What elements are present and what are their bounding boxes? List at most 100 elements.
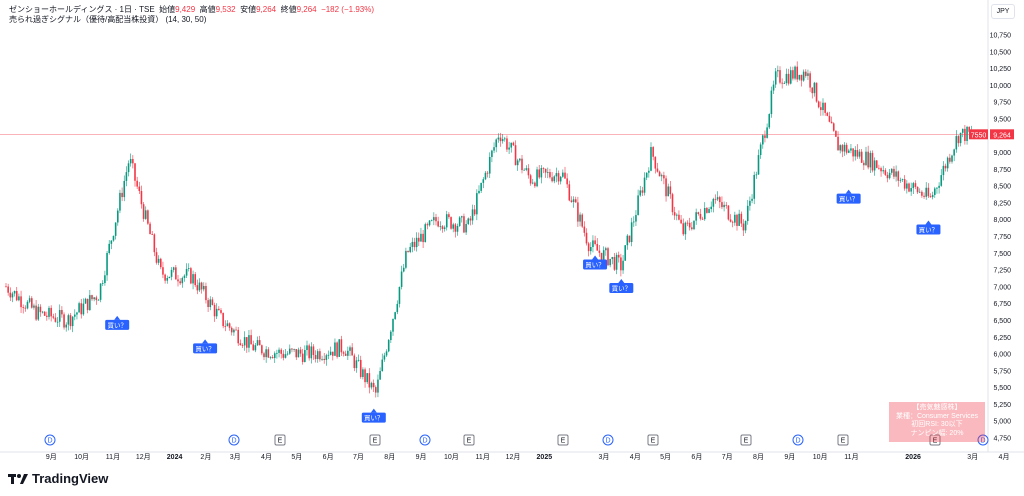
price-tick-label: 10,500 <box>990 49 1012 56</box>
price-tick-label: 5,250 <box>993 402 1011 409</box>
price-tick-label: 8,750 <box>993 167 1011 174</box>
earnings-marker-label: E <box>373 438 378 445</box>
candle-body <box>766 127 768 138</box>
candle-body <box>484 172 487 180</box>
buy-signal-badge[interactable] <box>193 343 218 354</box>
candle-body <box>179 281 181 284</box>
candle-body <box>525 168 528 170</box>
candle-body <box>787 73 790 84</box>
candle-body <box>542 168 545 169</box>
candle-body <box>667 186 669 197</box>
candle-body <box>370 382 373 388</box>
buy-signal-badge[interactable] <box>105 319 130 330</box>
candle-body <box>781 82 783 84</box>
currency-button[interactable]: JPY <box>991 4 1015 19</box>
candle-body <box>964 128 966 141</box>
buy-signal-arrow <box>592 255 599 260</box>
candle-body <box>241 345 244 346</box>
candle-body <box>170 269 173 277</box>
candle-body <box>658 171 661 177</box>
candle-body <box>628 235 631 243</box>
candle-body <box>15 291 18 301</box>
earnings-marker[interactable] <box>837 434 849 446</box>
candle-body <box>592 240 594 248</box>
candle-body <box>951 155 953 162</box>
dividend-marker[interactable] <box>792 434 804 446</box>
candle-body <box>478 190 480 194</box>
candle-body <box>448 214 450 218</box>
candle-body <box>226 323 229 327</box>
dividend-marker[interactable] <box>602 434 614 446</box>
time-tick-label: 8月 <box>384 453 395 461</box>
candle-body <box>934 188 936 195</box>
candle-body <box>211 299 214 305</box>
dividend-marker[interactable] <box>228 434 240 446</box>
time-tick-label: 2024 <box>167 454 183 461</box>
dividend-marker[interactable] <box>44 434 56 446</box>
buy-signal-label: 買い？ <box>919 226 939 234</box>
candle-body <box>938 185 940 188</box>
earnings-marker[interactable] <box>463 434 475 446</box>
candle-body <box>187 268 190 269</box>
candle-body <box>11 293 14 298</box>
candle-body <box>585 232 588 244</box>
symbol-label: ゼンショーホールディングス · 1日 · TSE <box>9 5 155 14</box>
candle-body <box>680 219 682 224</box>
candle-body <box>953 149 955 156</box>
earnings-marker[interactable] <box>647 434 659 446</box>
candle-body <box>721 202 723 208</box>
buy-signal-label: 買い？ <box>364 414 384 422</box>
buy-signal-label: 買い？ <box>612 284 632 292</box>
buy-signal-badge[interactable] <box>836 193 861 204</box>
candle-body <box>426 224 429 226</box>
tradingview-watermark[interactable]: TradingView <box>8 471 108 486</box>
candle-body <box>596 244 599 251</box>
candle-body <box>955 136 958 150</box>
candle-body <box>959 132 962 144</box>
candle-body <box>691 227 693 230</box>
candle-body <box>579 214 581 222</box>
price-tick-label: 8,500 <box>993 184 1011 191</box>
buy-signal-badge[interactable] <box>609 282 634 293</box>
candle-body <box>168 276 171 279</box>
candle-body <box>54 317 57 322</box>
candle-body <box>654 156 657 169</box>
candle-body <box>719 197 721 203</box>
candle-body <box>33 305 35 308</box>
candle-body <box>798 74 801 80</box>
candle-body <box>200 282 203 290</box>
indicator-legend[interactable]: 売られ過ぎシグナル（優待/高配当株投資） (14, 30, 50) <box>9 15 207 24</box>
open-value: 9,429 <box>175 5 196 14</box>
dividend-marker[interactable] <box>977 434 989 446</box>
buy-signal-badge[interactable] <box>361 412 386 423</box>
candle-body <box>183 275 186 278</box>
dividend-marker[interactable] <box>419 434 431 446</box>
candle-body <box>699 214 702 219</box>
candle-body <box>946 157 949 169</box>
candle-body <box>931 194 934 198</box>
candle-body <box>379 371 381 380</box>
candle-body <box>31 298 33 308</box>
buy-signal-label: 買い？ <box>585 261 605 269</box>
earnings-marker[interactable] <box>740 434 752 446</box>
candle-body <box>222 312 224 327</box>
earnings-marker[interactable] <box>557 434 569 446</box>
buy-signal-badge[interactable] <box>583 259 608 270</box>
candle-body <box>132 159 134 164</box>
buy-signal-label: 買い？ <box>839 195 859 203</box>
earnings-marker[interactable] <box>274 434 286 446</box>
buy-signal-badge[interactable] <box>916 224 941 235</box>
candle-body <box>134 163 136 181</box>
candle-body <box>194 274 196 286</box>
candle-body <box>908 183 910 192</box>
price-tick-label: 9,750 <box>993 100 1011 107</box>
candle-body <box>882 170 884 172</box>
candle-body <box>622 260 624 271</box>
earnings-marker[interactable] <box>929 434 941 446</box>
candle-body <box>813 82 816 94</box>
candle-body <box>119 192 121 211</box>
candle-body <box>192 274 194 284</box>
earnings-marker[interactable] <box>369 434 381 446</box>
